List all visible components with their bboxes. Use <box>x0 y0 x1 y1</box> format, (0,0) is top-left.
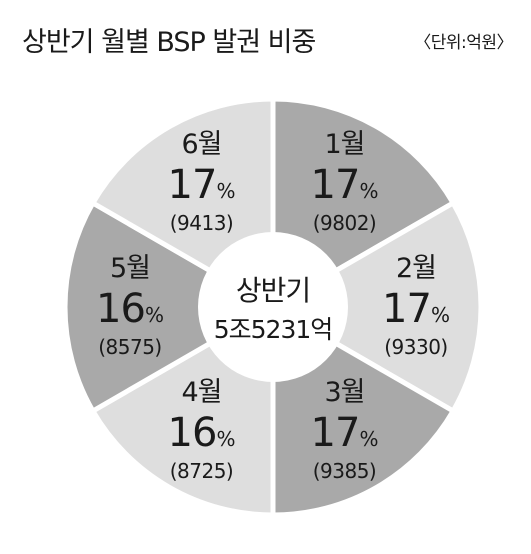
slice-percent-label: 16% <box>96 286 164 332</box>
slice-percent-label: 17% <box>382 286 450 332</box>
center-label: 상반기 <box>236 274 310 307</box>
slice-amount-label: (9802) <box>313 211 377 235</box>
slice-percent-label: 17% <box>168 162 236 208</box>
slice-month-label: 1월 <box>324 129 364 160</box>
slice-amount-label: (9330) <box>384 335 448 359</box>
slice-percent-label: 17% <box>311 410 379 456</box>
center-hole <box>198 232 348 382</box>
slice-month-label: 4월 <box>181 377 221 408</box>
slice-amount-label: (9385) <box>313 459 377 483</box>
unit-label: 〈단위:억원〉 <box>414 33 513 53</box>
slice-5 <box>62 200 276 414</box>
slice-amount-label: (9413) <box>170 211 234 235</box>
slice-month-label: 3월 <box>324 377 364 408</box>
slice-month-label: 2월 <box>396 253 436 284</box>
slice-amount-label: (8575) <box>98 335 162 359</box>
slice-percent-label: 17% <box>311 162 379 208</box>
center-total: 5조5231억 <box>214 315 333 344</box>
slice-percent-label: 16% <box>168 410 236 456</box>
slice-amount-label: (8725) <box>170 459 234 483</box>
slice-month-label: 5월 <box>110 253 150 284</box>
chart-title: 상반기 월별 BSP 발권 비중 <box>22 27 316 58</box>
slice-month-label: 6월 <box>181 129 221 160</box>
slice-2 <box>270 200 484 414</box>
